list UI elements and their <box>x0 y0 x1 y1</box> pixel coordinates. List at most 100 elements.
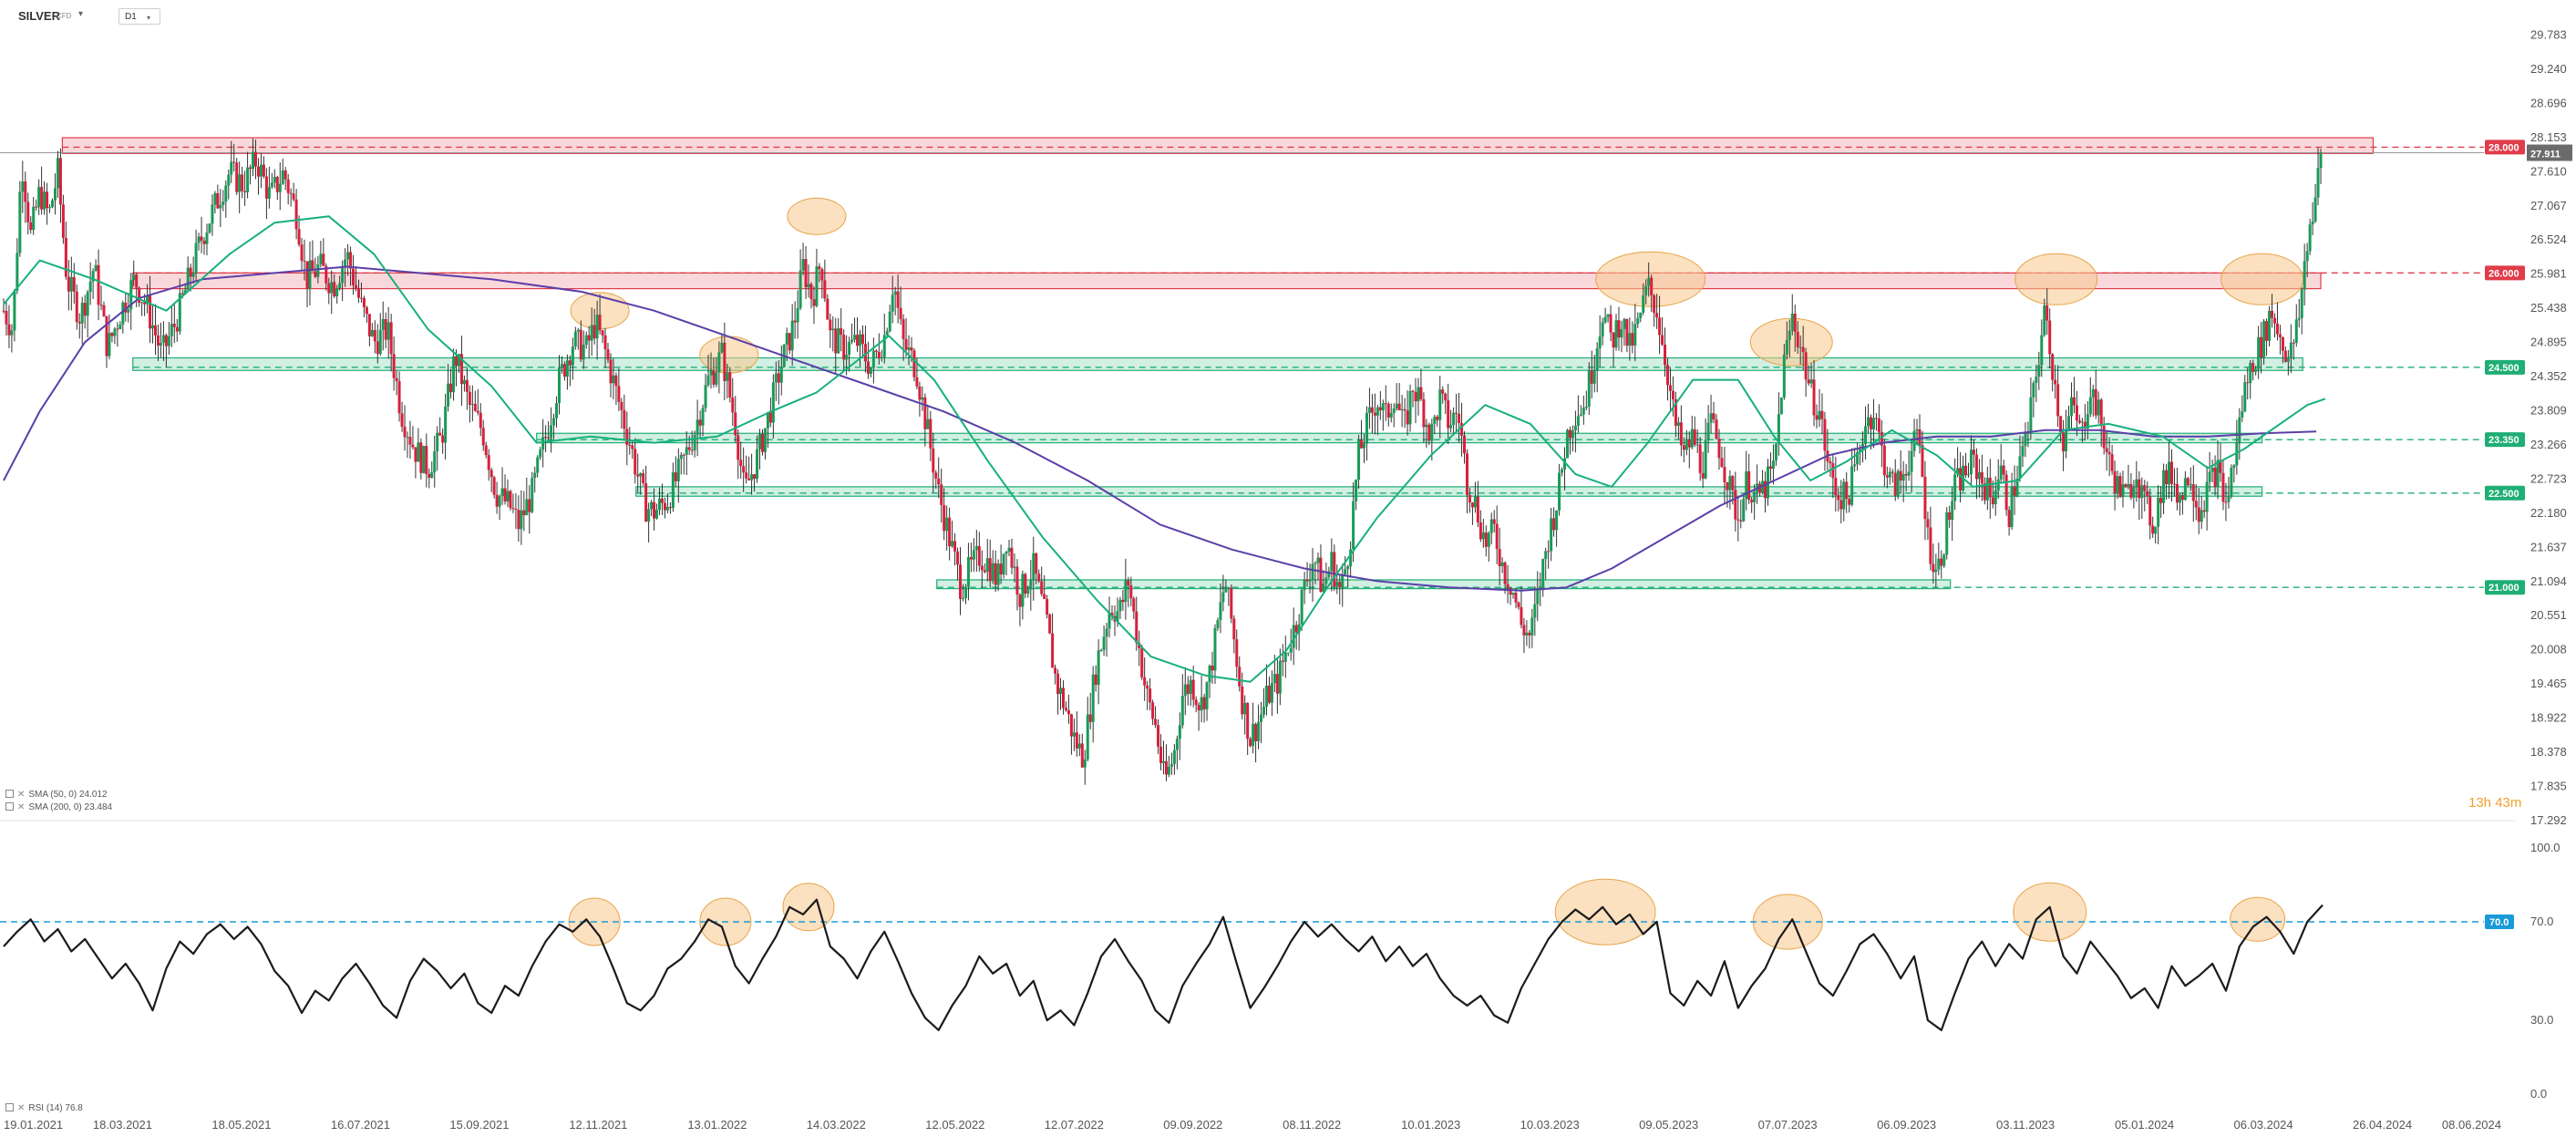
candle <box>1901 473 1905 481</box>
sma50-legend[interactable]: ✕ SMA (50, 0) 24.012 <box>5 790 108 800</box>
candle <box>64 238 67 277</box>
legend-visibility-icon[interactable]: ✕ <box>17 790 26 800</box>
candle <box>614 375 618 387</box>
candle <box>2107 451 2111 455</box>
candle <box>1154 718 1158 726</box>
candle <box>698 419 702 426</box>
sma200-legend[interactable]: ✕ SMA (200, 0) 23.484 <box>5 802 112 812</box>
candle <box>1061 687 1065 708</box>
candle <box>1720 458 1724 468</box>
candle <box>1804 352 1808 380</box>
candle <box>325 265 328 284</box>
candle <box>473 403 477 411</box>
candle <box>1167 766 1170 775</box>
candle <box>796 307 799 323</box>
candle <box>121 302 125 326</box>
candle <box>1625 318 1629 346</box>
candle <box>1146 685 1149 689</box>
candle <box>1219 602 1222 621</box>
candle <box>902 319 905 339</box>
candle <box>2232 465 2236 469</box>
candle <box>1698 444 1702 473</box>
legend-settings-icon[interactable] <box>5 802 14 811</box>
candle <box>462 379 466 385</box>
candle <box>1433 416 1437 424</box>
candle <box>1211 666 1214 671</box>
candle <box>408 437 412 445</box>
candle <box>1352 501 1355 550</box>
candle <box>1069 714 1073 737</box>
candle <box>132 274 136 281</box>
candle <box>1367 407 1371 413</box>
candle <box>1260 714 1263 722</box>
price-tick-label: 22.180 <box>2530 506 2567 520</box>
candle <box>912 350 916 377</box>
candle <box>216 192 220 209</box>
candle <box>2035 376 2038 383</box>
candle <box>1159 746 1163 763</box>
legend-visibility-icon[interactable]: ✕ <box>17 802 26 812</box>
legend-visibility-icon[interactable]: ✕ <box>17 1103 26 1113</box>
candle <box>871 350 875 368</box>
candle <box>625 429 629 445</box>
candle <box>1157 725 1160 747</box>
candle <box>294 199 298 230</box>
candle <box>438 432 442 436</box>
candle <box>1135 611 1139 644</box>
candle <box>1595 347 1599 371</box>
bar-countdown: 13h 43m <box>2468 795 2522 811</box>
legend-settings-icon[interactable] <box>5 790 14 798</box>
candle <box>249 167 252 170</box>
candle <box>1264 686 1268 708</box>
candle <box>1609 314 1613 333</box>
candle <box>2094 388 2097 416</box>
candle <box>1668 385 1672 391</box>
candle <box>660 498 664 503</box>
candle <box>715 372 718 385</box>
candle <box>208 223 211 233</box>
candle <box>1701 472 1705 479</box>
interval-select[interactable]: D1 ▾ <box>118 8 160 25</box>
candle <box>1257 721 1261 742</box>
candle <box>189 267 192 277</box>
legend-settings-icon[interactable] <box>5 1103 14 1111</box>
candle <box>1473 496 1477 508</box>
candle <box>370 329 374 336</box>
candle <box>56 158 59 189</box>
candle <box>1736 519 1740 521</box>
candle <box>693 434 696 450</box>
candle <box>1801 346 1805 353</box>
rsi-legend[interactable]: ✕ RSI (14) 76.8 <box>5 1103 83 1113</box>
candle <box>2102 426 2106 449</box>
price-tick-label: 19.465 <box>2530 677 2567 690</box>
rsi-tick-label: 0.0 <box>2530 1087 2547 1101</box>
candle <box>1452 412 1456 426</box>
candle <box>2227 496 2231 502</box>
support-level-tag-text: 22.500 <box>2488 489 2519 500</box>
candle <box>492 477 496 495</box>
candle <box>665 507 669 511</box>
symbol-dropdown-icon[interactable]: ▾ <box>78 9 84 19</box>
candle <box>1856 451 1860 465</box>
candle <box>1563 458 1567 470</box>
candle <box>481 428 485 446</box>
candle <box>856 335 860 346</box>
candle <box>1189 679 1192 695</box>
candle <box>1985 478 1989 501</box>
candle <box>1200 697 1203 711</box>
candle <box>1180 696 1184 726</box>
candle <box>1687 439 1691 448</box>
candle <box>322 253 325 266</box>
candle <box>2219 460 2222 473</box>
symbol-name[interactable]: SILVER <box>18 9 60 23</box>
candle <box>386 322 390 340</box>
candle <box>2283 350 2287 362</box>
candle <box>2243 382 2247 412</box>
price-tick-label: 24.895 <box>2530 336 2567 349</box>
candle <box>544 437 548 439</box>
candle <box>1292 625 1295 648</box>
candle <box>668 507 672 509</box>
candle <box>1980 471 1984 484</box>
resistance-level-tag-text: 28.000 <box>2488 142 2519 153</box>
